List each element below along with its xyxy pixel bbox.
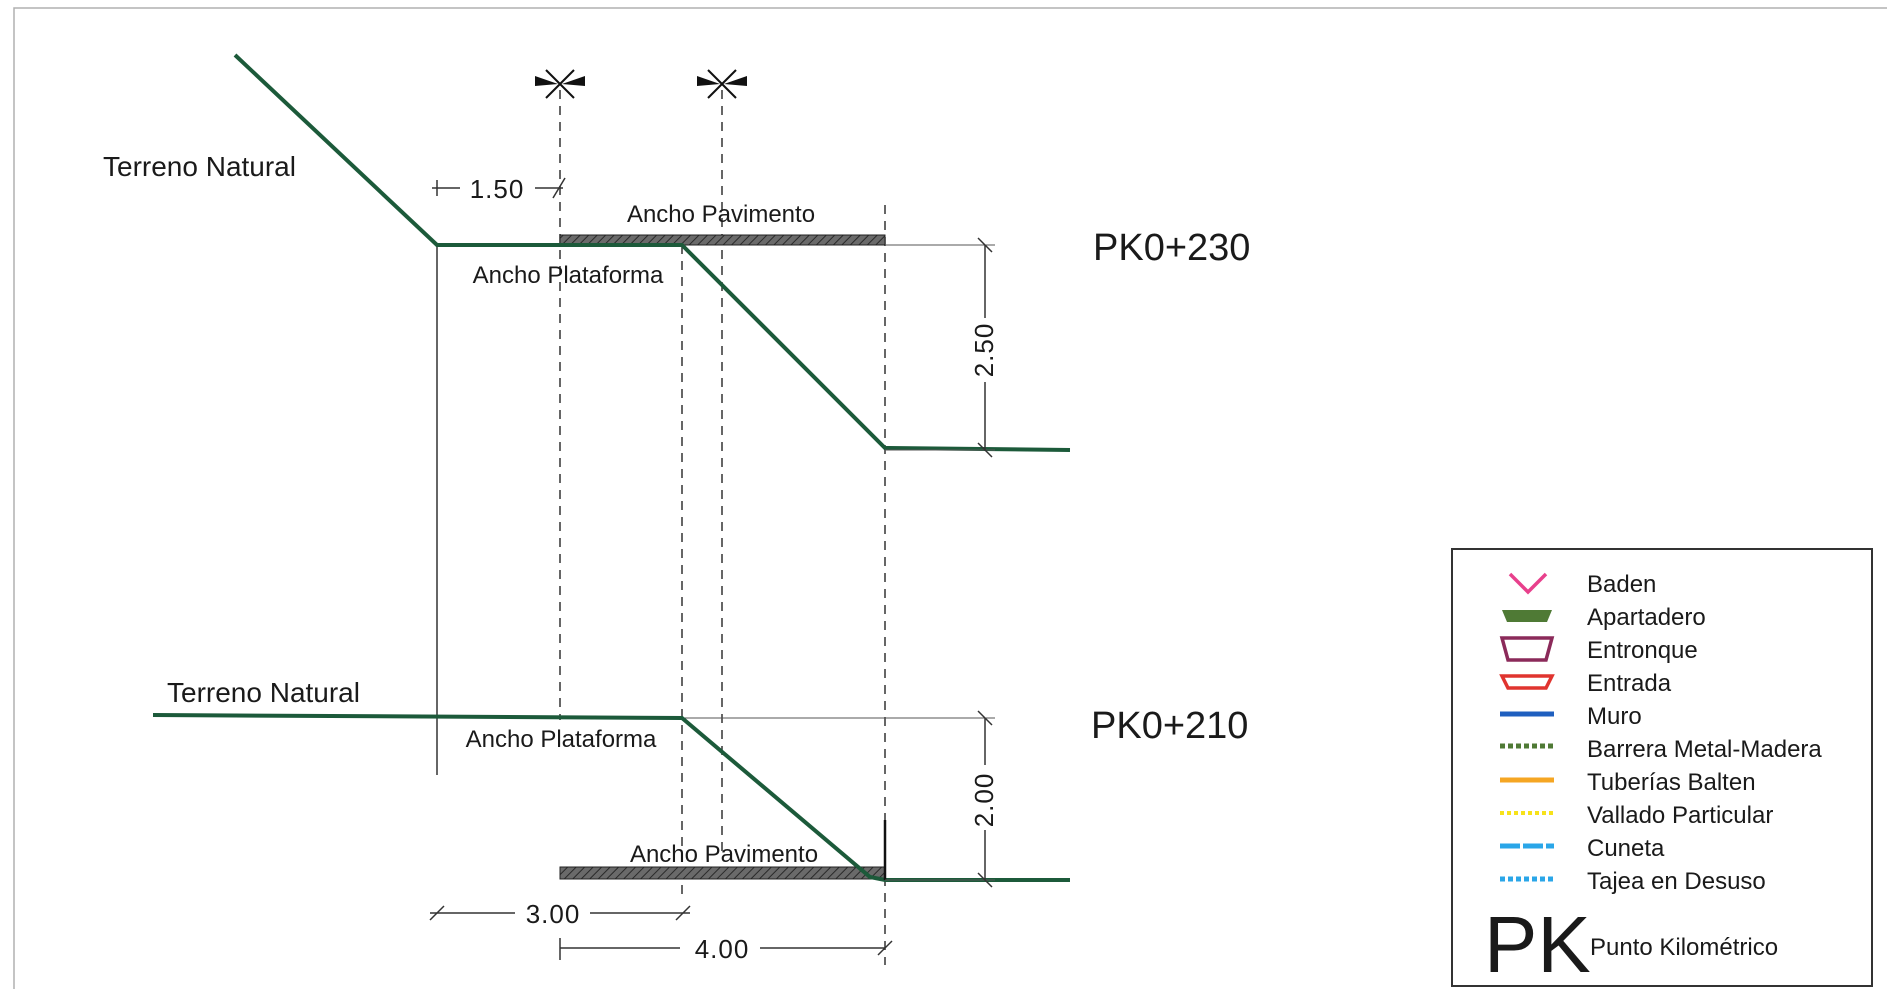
section-pk0-230: 1.50 2.50 Terreno Natural Ancho Paviment… xyxy=(103,53,1250,965)
legend-label-entronque: Entronque xyxy=(1587,637,1698,664)
dimension-4-00 xyxy=(559,938,893,960)
platform-label-lower: Ancho Plataforma xyxy=(466,726,657,753)
pavement-bar xyxy=(559,866,886,880)
pk-symbol: PK xyxy=(1484,900,1591,989)
dimension-1-50 xyxy=(432,177,566,199)
apartadero-icon xyxy=(1502,610,1552,622)
legend-label-tuberias: Tuberías Balten xyxy=(1587,769,1756,796)
legend: Baden Apartadero Entronque Entrada Muro … xyxy=(1451,548,1873,989)
legend-label-baden: Baden xyxy=(1587,571,1656,598)
legend-label-barrera: Barrera Metal-Madera xyxy=(1587,736,1822,763)
baden-icon xyxy=(1508,572,1548,595)
legend-label-tajea: Tajea en Desuso xyxy=(1587,868,1766,895)
dimension-label-2-50: 2.50 xyxy=(969,323,999,378)
axis-marker-icon xyxy=(535,69,585,99)
pavement-label-lower: Ancho Pavimento xyxy=(630,841,818,868)
section-pk0-210: 2.00 3.00 4.00 Terreno Natural Ancho Pla… xyxy=(152,677,1248,964)
pk-description: Punto Kilométrico xyxy=(1590,934,1778,961)
axis-marker-icon xyxy=(697,69,747,99)
dimension-2-00 xyxy=(885,710,995,888)
dimension-label-1-50: 1.50 xyxy=(470,174,525,204)
legend-label-apartadero: Apartadero xyxy=(1587,604,1706,631)
platform-label-upper: Ancho Plataforma xyxy=(473,262,664,289)
entronque-icon xyxy=(1499,636,1555,662)
pavement-bar xyxy=(559,234,886,246)
pk-label-upper: PK0+230 xyxy=(1093,227,1250,269)
dimension-3-00 xyxy=(429,905,691,921)
entrada-icon xyxy=(1499,674,1555,690)
legend-label-vallado: Vallado Particular xyxy=(1587,802,1773,829)
legend-label-entrada: Entrada xyxy=(1587,670,1672,697)
dimension-2-50 xyxy=(885,237,995,458)
dimension-label-4-00: 4.00 xyxy=(695,934,750,964)
terrain-label-upper: Terreno Natural xyxy=(103,151,296,182)
dimension-label-2-00: 2.00 xyxy=(969,773,999,828)
legend-label-muro: Muro xyxy=(1587,703,1642,730)
pavement-label-upper: Ancho Pavimento xyxy=(627,201,815,228)
terrain-profile-line xyxy=(233,53,1071,452)
sheet-frame xyxy=(13,7,1887,989)
pk-label-lower: PK0+210 xyxy=(1091,705,1248,747)
terrain-label-lower: Terreno Natural xyxy=(167,677,360,708)
legend-label-cuneta: Cuneta xyxy=(1587,835,1665,862)
dimension-label-3-00: 3.00 xyxy=(526,899,581,929)
